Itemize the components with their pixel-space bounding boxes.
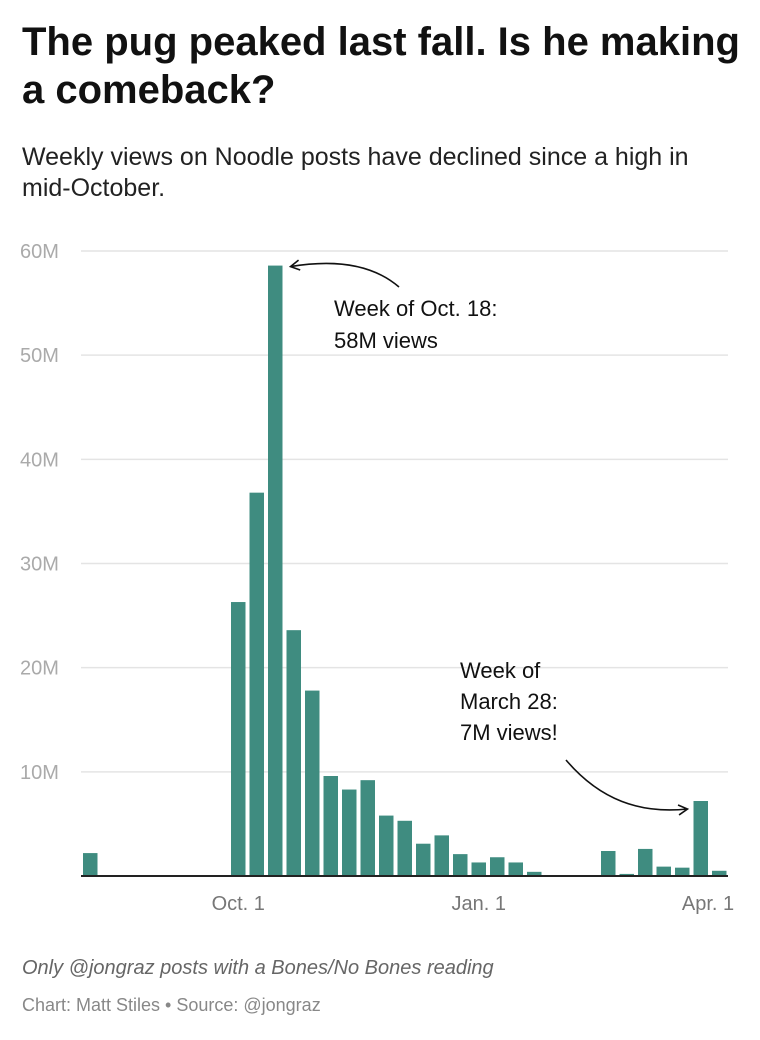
gridlines xyxy=(81,250,728,773)
bar xyxy=(83,853,98,876)
bar xyxy=(360,780,375,876)
bar xyxy=(471,862,486,876)
bar xyxy=(453,854,468,876)
bar xyxy=(712,870,727,876)
bar xyxy=(323,776,338,876)
annotations: Week of Oct. 18: 58M views Week of March 28… xyxy=(288,259,690,816)
bar xyxy=(231,602,246,876)
bar xyxy=(619,873,634,876)
bars xyxy=(83,265,727,876)
bar xyxy=(434,835,449,876)
y-tick-label: 20M xyxy=(20,658,59,680)
bar xyxy=(508,862,523,876)
bar xyxy=(675,867,690,876)
bar xyxy=(490,857,505,876)
x-axis-ticks: Oct. 1 Jan. 1 Apr. 1 xyxy=(212,893,735,915)
bar xyxy=(693,801,708,876)
annotation-text: Week of Oct. 18: xyxy=(334,296,497,321)
chart-credit: Chart: Matt Stiles • Source: @jongraz xyxy=(22,995,321,1015)
bar xyxy=(397,820,412,876)
bar-chart: 10M 20M 30M 40M 50M 60M Oct. 1 Jan. 1 Apr. 1 We… xyxy=(20,241,735,915)
bar xyxy=(268,265,283,876)
x-tick-label: Apr. 1 xyxy=(682,893,734,915)
bar xyxy=(379,815,394,876)
bar xyxy=(638,848,653,876)
annotation-text: 7M views! xyxy=(460,720,558,745)
y-tick-label: 40M xyxy=(20,449,59,471)
chart-subtitle: Weekly views on Noodle posts have declin… xyxy=(22,143,689,202)
y-tick-label: 60M xyxy=(20,241,59,263)
y-tick-label: 50M xyxy=(20,345,59,367)
bar xyxy=(601,851,616,876)
y-tick-label: 10M xyxy=(20,762,59,784)
chart-note: Only @jongraz posts with a Bones/No Bone… xyxy=(22,957,494,979)
bar xyxy=(305,690,320,876)
bar xyxy=(342,789,357,876)
annotation-arrow xyxy=(288,259,400,288)
x-tick-label: Oct. 1 xyxy=(212,893,265,915)
y-tick-label: 30M xyxy=(20,554,59,576)
chart-title: The pug peaked last fall. Is he making a… xyxy=(22,20,740,112)
annotation-text: Week of xyxy=(460,658,541,683)
bar xyxy=(416,843,431,876)
annotation-text: March 28: xyxy=(460,689,558,714)
bar xyxy=(527,871,542,876)
bar xyxy=(249,492,264,876)
bar xyxy=(656,866,671,876)
x-tick-label: Jan. 1 xyxy=(452,893,506,915)
bar xyxy=(286,630,301,876)
y-axis-ticks: 10M 20M 30M 40M 50M 60M xyxy=(20,241,59,784)
annotation-text: 58M views xyxy=(334,328,438,353)
annotation-arrow xyxy=(565,759,690,816)
